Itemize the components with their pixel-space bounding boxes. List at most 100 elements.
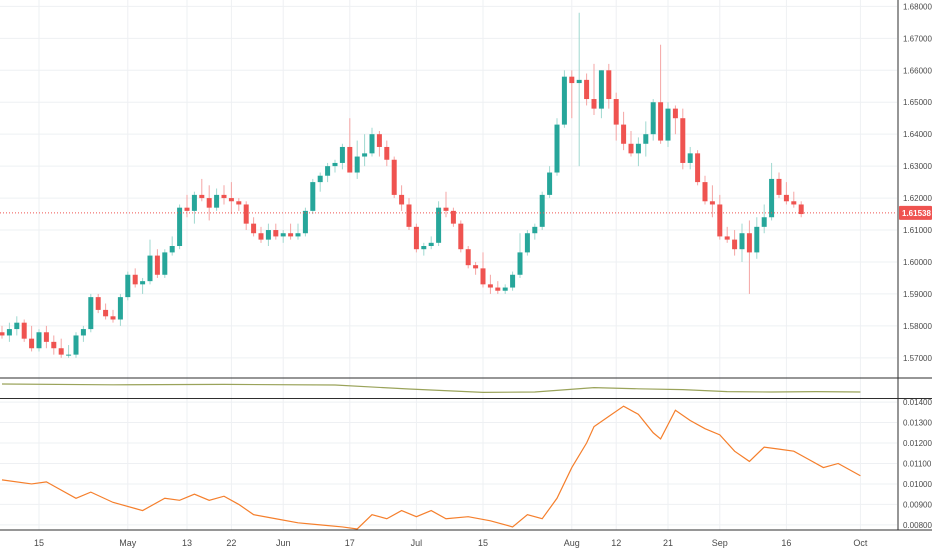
candle-body	[613, 99, 619, 125]
current-price-line: 1.61538	[0, 205, 932, 220]
candle-body	[177, 207, 183, 247]
candle-body	[606, 70, 612, 100]
candle-body	[769, 178, 775, 218]
pane-separators	[0, 0, 932, 531]
candle-up	[125, 271, 131, 301]
time-tick-label: Jun	[276, 538, 291, 548]
candle-down	[384, 140, 390, 167]
candle-body	[524, 233, 530, 253]
candle-up	[436, 201, 442, 247]
current-price-label: 1.61538	[902, 209, 931, 218]
price-tick-label: 1.68000	[903, 2, 932, 11]
candle-down	[450, 207, 456, 227]
candle-body	[532, 226, 538, 234]
candle-body	[162, 252, 168, 275]
candle-body	[695, 153, 701, 183]
candle-body	[14, 322, 20, 330]
candle-body	[776, 178, 782, 195]
candle-up	[650, 99, 656, 141]
candle-up	[177, 204, 183, 250]
axes: 1.57000 1.58000 1.59000 1.60000 1.61000 1.620…	[34, 2, 932, 548]
time-tick-label: 22	[226, 538, 236, 548]
candle-down	[783, 182, 789, 205]
candle-up	[547, 166, 553, 199]
candle-body	[717, 204, 723, 237]
candle-up	[36, 329, 42, 352]
time-tick-label: Aug	[564, 538, 580, 548]
candle-body	[754, 226, 760, 253]
candle-body	[206, 198, 212, 208]
candle-down	[391, 156, 397, 199]
candle-body	[450, 210, 456, 224]
candle-body	[43, 332, 49, 342]
candle-body	[132, 274, 138, 285]
candle-down	[628, 130, 634, 157]
price-tick-label: 1.60000	[903, 258, 932, 267]
candle-up	[598, 70, 604, 119]
atr-tick-label: 0.00800	[903, 521, 932, 530]
candle-body	[273, 230, 279, 237]
candle-body	[598, 70, 604, 109]
candle-body	[539, 194, 545, 227]
candle-down	[228, 182, 234, 215]
candle-body	[399, 194, 405, 205]
candle-body	[51, 341, 57, 349]
candle-up	[761, 204, 767, 234]
candle-body	[783, 194, 789, 202]
price-tick-label: 1.62000	[903, 194, 932, 203]
candle-down	[251, 217, 257, 237]
candle-body	[295, 233, 301, 237]
candle-body	[29, 338, 35, 349]
candle-body	[554, 124, 560, 173]
volume-pane	[1, 383, 861, 394]
candle-up	[635, 137, 641, 167]
candle-body	[6, 329, 12, 336]
candle-down	[347, 118, 353, 173]
candle-up	[576, 12, 582, 167]
candle-up	[332, 159, 338, 173]
time-tick-label: 21	[663, 538, 673, 548]
candle-down	[791, 191, 797, 208]
candle-up	[339, 143, 345, 170]
candle-down	[288, 223, 294, 240]
candle-up	[265, 223, 271, 247]
time-tick-label: May	[119, 538, 137, 548]
candle-body	[221, 194, 227, 199]
candle-down	[695, 150, 701, 186]
price-tick-label: 1.57000	[903, 354, 932, 363]
atr-line	[1, 405, 861, 530]
candle-up	[554, 118, 560, 176]
candle-body	[125, 274, 131, 298]
candle-body	[672, 108, 678, 119]
price-tick-label: 1.65000	[903, 98, 932, 107]
candle-up	[532, 223, 538, 240]
candle-body	[95, 297, 101, 310]
candle-up	[162, 249, 168, 278]
candle-down	[132, 268, 138, 288]
candle-body	[547, 172, 553, 195]
candle-down	[413, 223, 419, 253]
time-tick-label: 15	[478, 538, 488, 548]
atr-tick-label: 0.00900	[903, 500, 932, 509]
candle-body	[487, 284, 493, 288]
candle-down	[584, 73, 590, 106]
candle-down	[399, 185, 405, 211]
candle-body	[0, 332, 5, 336]
candle-up	[754, 217, 760, 259]
candle-up	[147, 239, 153, 285]
candle-body	[658, 102, 664, 141]
candle-down	[495, 281, 501, 294]
candle-down	[199, 178, 205, 202]
candle-up	[88, 293, 94, 333]
candle-body	[746, 233, 752, 253]
candle-down	[406, 198, 412, 231]
candle-down	[103, 303, 109, 320]
candle-body	[154, 255, 160, 275]
atr-tick-label: 0.01200	[903, 439, 932, 448]
candle-body	[436, 207, 442, 243]
candle-down	[443, 191, 449, 218]
candle-body	[724, 236, 730, 240]
candle-body	[465, 249, 471, 266]
price-tick-label: 1.59000	[903, 290, 932, 299]
